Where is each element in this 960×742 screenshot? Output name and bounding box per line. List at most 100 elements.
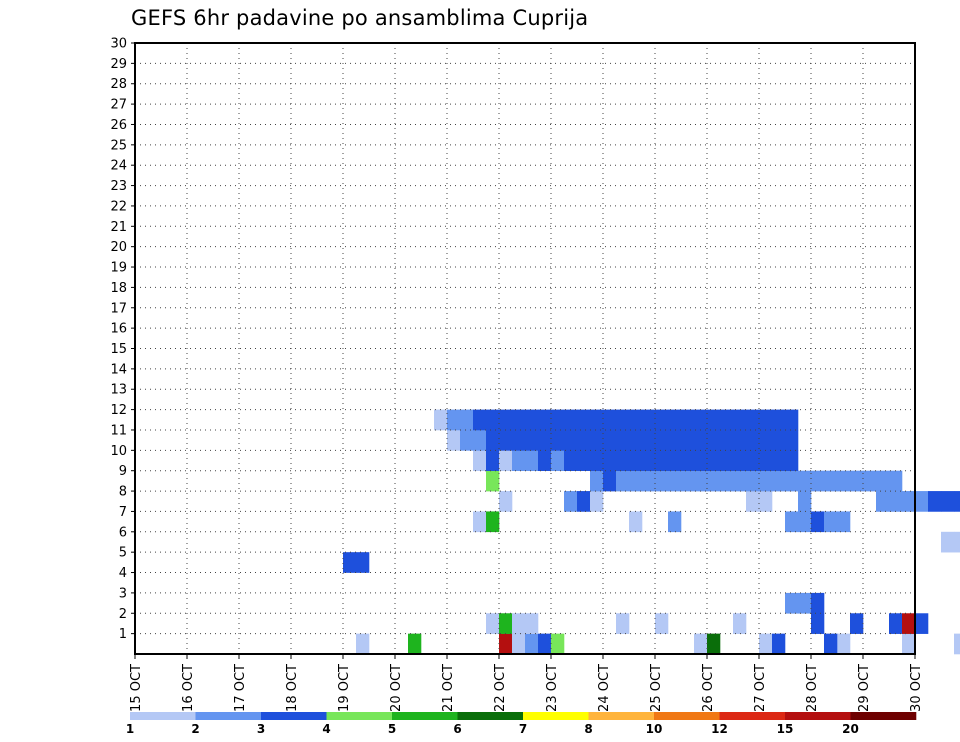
heatmap-cell — [720, 429, 734, 451]
heatmap-cell — [460, 409, 474, 431]
heatmap-cell — [551, 409, 565, 431]
heatmap-cell — [551, 450, 565, 471]
heatmap-cell — [681, 429, 695, 451]
heatmap-cell — [629, 511, 643, 533]
y-tick-label: 26 — [110, 118, 127, 133]
heatmap-cell — [525, 429, 539, 451]
heatmap-cell — [525, 613, 539, 634]
y-tick-label: 5 — [119, 546, 127, 561]
heatmap-cell — [473, 450, 487, 471]
heatmap-cell — [499, 613, 513, 634]
legend-swatch — [130, 712, 196, 720]
heatmap-cell — [668, 511, 682, 533]
heatmap-cell — [408, 633, 422, 655]
heatmap-cell — [824, 633, 838, 655]
heatmap-cell — [525, 450, 539, 471]
heatmap-cell — [837, 511, 851, 533]
heatmap-cell — [486, 409, 500, 431]
heatmap-cell — [590, 429, 604, 451]
heatmap-cell — [551, 429, 565, 451]
heatmap-cell — [746, 470, 760, 492]
heatmap-cell — [616, 409, 630, 431]
y-tick-label: 30 — [110, 37, 127, 52]
heatmap-cell — [577, 409, 591, 431]
heatmap-cell — [811, 613, 825, 634]
heatmap-cell — [512, 633, 526, 655]
heatmap-cell — [564, 491, 578, 512]
heatmap-cell — [772, 633, 786, 655]
heatmap-cell — [590, 491, 604, 512]
heatmap-cell — [564, 429, 578, 451]
heatmap-cell — [798, 592, 812, 614]
legend-swatch — [523, 712, 589, 720]
heatmap-cell — [577, 450, 591, 471]
y-tick-label: 29 — [110, 57, 127, 72]
heatmap-cell — [928, 491, 942, 512]
heatmap-cell — [486, 470, 500, 492]
heatmap-cell — [759, 450, 773, 471]
y-tick-label: 17 — [110, 301, 127, 316]
heatmap-cell — [499, 450, 513, 471]
heatmap-cell — [785, 409, 799, 431]
y-axis: 1234567891011121314151617181920212223242… — [110, 37, 135, 642]
heatmap-cell — [629, 450, 643, 471]
heatmap-cell — [694, 470, 708, 492]
heatmap-cell — [772, 429, 786, 451]
heatmap-cell — [811, 470, 825, 492]
heatmap-cell — [798, 470, 812, 492]
y-tick-label: 21 — [110, 220, 127, 235]
heatmap-cell — [720, 470, 734, 492]
heatmap-cell — [746, 450, 760, 471]
grid-layer — [135, 43, 915, 654]
heatmap-cell — [707, 450, 721, 471]
heatmap-cell — [668, 470, 682, 492]
heatmap-cell — [850, 613, 864, 634]
heatmap-cell — [876, 491, 890, 512]
y-tick-label: 3 — [119, 586, 127, 601]
heatmap-cell — [837, 470, 851, 492]
y-tick-label: 2 — [119, 607, 127, 622]
heatmap-cell — [499, 409, 513, 431]
heatmap-cell — [525, 409, 539, 431]
legend-swatch — [326, 712, 393, 720]
heatmap-cell — [460, 429, 474, 451]
heatmap-cell — [538, 409, 552, 431]
heatmap-cell — [954, 633, 960, 655]
heatmap-cell — [811, 592, 825, 614]
x-tick-label: 16 OCT — [181, 664, 196, 712]
heatmap-cell — [733, 409, 747, 431]
x-tick-label: 26 OCT — [701, 664, 716, 712]
chart-title: GEFS 6hr padavine po ansamblima Cuprija — [131, 6, 589, 30]
heatmap-cell — [590, 450, 604, 471]
heatmap-cell — [642, 409, 656, 431]
y-tick-label: 4 — [119, 566, 127, 581]
x-tick-label: 24 OCT — [597, 664, 612, 712]
heatmap-cell — [473, 409, 487, 431]
heatmap-cell — [590, 470, 604, 492]
heatmap-cell — [525, 633, 539, 655]
heatmap-cell — [941, 531, 955, 553]
heatmap-cell — [772, 409, 786, 431]
heatmap-cell — [824, 511, 838, 533]
heatmap-cell — [356, 552, 370, 573]
legend-label: 10 — [646, 722, 663, 736]
x-tick-label: 15 OCT — [129, 664, 144, 712]
heatmap-cell — [616, 450, 630, 471]
heatmap-cell — [564, 409, 578, 431]
heatmap-cell — [954, 491, 960, 512]
legend-swatch — [392, 712, 458, 720]
heatmap-cell — [655, 409, 669, 431]
heatmap-cell — [915, 613, 929, 634]
heatmap-cell — [785, 592, 799, 614]
x-tick-label: 17 OCT — [233, 664, 248, 712]
y-tick-label: 28 — [110, 77, 127, 92]
x-tick-label: 28 OCT — [805, 664, 820, 712]
x-tick-label: 29 OCT — [857, 664, 872, 712]
x-tick-label: 25 OCT — [649, 664, 664, 712]
heatmap-cell — [681, 450, 695, 471]
y-tick-label: 9 — [119, 464, 127, 479]
heatmap-cell — [824, 470, 838, 492]
heatmap-cell — [694, 633, 708, 655]
y-tick-label: 25 — [110, 138, 127, 153]
heatmap-cell — [603, 429, 617, 451]
